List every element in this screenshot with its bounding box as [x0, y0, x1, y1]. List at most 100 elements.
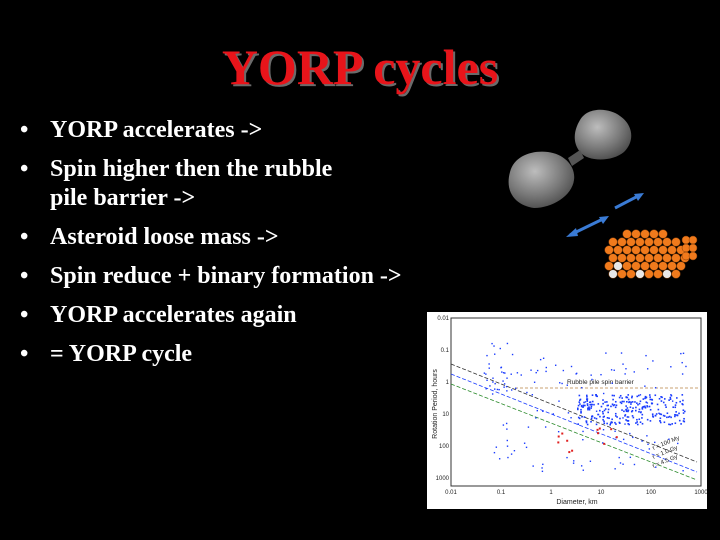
- data-point: [577, 404, 580, 407]
- data-point: [681, 373, 684, 375]
- data-point: [632, 407, 634, 409]
- barrier-annotation: Rubble pile spin barrier: [567, 379, 635, 386]
- data-point: [582, 439, 584, 441]
- data-point: [641, 407, 644, 409]
- data-point: [601, 410, 604, 413]
- rubble-particle: [631, 261, 641, 271]
- bullet-item: • YORP accelerates ->: [18, 116, 488, 145]
- bullet-text: YORP accelerates again: [50, 302, 297, 328]
- data-point: [485, 373, 487, 375]
- data-point: [588, 408, 591, 411]
- data-point: [629, 432, 631, 435]
- data-point: [568, 451, 571, 454]
- data-point: [663, 415, 666, 417]
- bullet-item: • = YORP cycle: [18, 340, 488, 369]
- bullet-text: = YORP cycle: [50, 341, 193, 367]
- data-point: [536, 369, 539, 372]
- data-point: [502, 424, 505, 426]
- data-point: [674, 414, 677, 416]
- data-point: [554, 364, 557, 366]
- data-point: [591, 400, 594, 403]
- data-point: [603, 442, 606, 445]
- data-point: [654, 414, 657, 417]
- data-point: [535, 417, 537, 419]
- data-point: [646, 435, 648, 437]
- data-point: [588, 406, 590, 408]
- data-point: [630, 401, 632, 404]
- rubble-particle: [671, 269, 681, 279]
- y-tick-label: 1: [446, 380, 450, 386]
- data-point: [659, 421, 662, 424]
- data-point: [682, 420, 685, 422]
- data-point: [595, 423, 598, 426]
- data-point: [681, 403, 684, 405]
- data-point: [621, 397, 623, 399]
- data-point: [636, 418, 638, 421]
- data-point: [681, 394, 684, 396]
- rubble-particle: [608, 237, 618, 247]
- data-point: [542, 410, 544, 413]
- data-point: [593, 417, 596, 419]
- data-point: [671, 400, 674, 402]
- data-point: [604, 401, 606, 403]
- rubble-particle: [658, 245, 668, 255]
- data-point: [620, 352, 623, 354]
- data-point: [651, 415, 654, 417]
- bullet-marker: •: [20, 117, 29, 143]
- data-point: [631, 415, 634, 417]
- data-point: [645, 396, 647, 399]
- bullet-marker: •: [20, 156, 29, 182]
- data-point: [602, 412, 604, 415]
- data-point: [669, 398, 672, 400]
- data-point: [582, 469, 584, 471]
- data-point: [557, 441, 560, 444]
- data-point: [679, 400, 681, 403]
- data-point: [506, 445, 509, 447]
- data-point: [603, 409, 606, 412]
- data-point: [602, 392, 605, 395]
- data-point: [506, 439, 509, 442]
- data-point: [655, 413, 658, 415]
- data-point: [572, 462, 575, 464]
- data-point: [678, 412, 680, 415]
- data-point: [582, 406, 584, 408]
- data-point: [606, 416, 609, 419]
- data-point: [527, 426, 530, 428]
- rubble-particle: [676, 261, 686, 271]
- data-point: [636, 402, 638, 404]
- data-point: [612, 404, 615, 407]
- data-point: [636, 423, 639, 426]
- data-point: [583, 416, 586, 418]
- rubble-particle: [644, 269, 654, 279]
- data-point: [661, 396, 663, 399]
- data-point: [622, 438, 625, 441]
- bullet-marker: •: [20, 302, 29, 328]
- data-point: [627, 423, 630, 425]
- data-point: [557, 430, 560, 433]
- data-point: [595, 394, 597, 396]
- data-point: [677, 442, 679, 445]
- data-point: [590, 417, 593, 420]
- rubble-particle: [658, 261, 668, 271]
- data-point: [533, 381, 536, 383]
- rubble-particle: [635, 269, 645, 279]
- data-point: [645, 401, 648, 404]
- data-point: [578, 399, 581, 402]
- data-point: [590, 374, 592, 376]
- data-point: [505, 422, 508, 425]
- data-point: [685, 365, 687, 368]
- data-point: [562, 369, 565, 372]
- data-point: [585, 394, 588, 397]
- data-point: [586, 400, 589, 402]
- data-point: [515, 387, 517, 390]
- rubble-particle: [626, 253, 636, 263]
- data-point: [496, 388, 499, 391]
- data-point: [575, 373, 577, 375]
- data-point: [580, 412, 582, 414]
- data-point: [505, 385, 508, 388]
- data-point: [636, 395, 639, 398]
- data-point: [659, 417, 662, 420]
- data-point: [607, 404, 609, 407]
- rubble-particle: [644, 253, 654, 263]
- data-point: [566, 439, 569, 442]
